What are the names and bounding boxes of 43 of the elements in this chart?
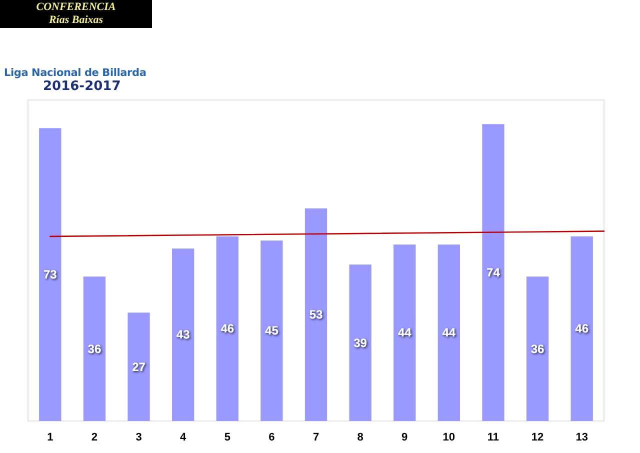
x-tick-label: 5 [224,432,230,444]
bar [349,264,372,421]
bar [394,244,416,421]
data-label: 36 [88,342,102,356]
bar [304,208,328,421]
data-label: 46 [220,322,234,336]
data-label: 39 [354,336,368,350]
text: Liga Nacional de Billarda [4,67,146,79]
x-tick-label: 10 [442,432,456,444]
data-label: 43 [176,328,190,342]
chart-title: CONFERENCIA [35,1,117,13]
bar [128,312,150,421]
data-label: 73 [43,268,58,282]
x-tick-label: 7 [312,432,320,444]
data-label: 36 [530,342,545,356]
data-label: 46 [575,322,589,336]
bar [260,240,283,421]
data-label: 27 [132,360,146,374]
bar [438,244,460,421]
data-label: 45 [265,324,279,338]
bar [570,236,593,421]
bar [39,128,62,421]
data-label: 53 [309,308,323,322]
x-tick-label: 9 [402,432,408,444]
x-tick-label: 4 [180,432,188,444]
x-tick-label: 2 [91,432,98,444]
x-tick-label: 1 [47,432,54,444]
x-tick-label: 11 [487,432,500,444]
x-tick-label: 13 [576,432,588,444]
bar [216,236,238,421]
data-label: 44 [442,326,456,340]
bar [526,276,549,421]
x-tick-label: 12 [531,432,544,444]
data-label: 44 [398,326,412,340]
x-tick-label: 8 [357,432,364,444]
chart-subtitle: Rías Baixas [48,14,104,26]
x-tick-label: 6 [268,432,275,444]
data-label: 74 [486,266,500,280]
bar [83,276,106,421]
bar [172,248,194,421]
text: 2016-2017 [43,79,121,94]
bar [482,124,504,421]
x-tick-label: 3 [136,432,142,444]
